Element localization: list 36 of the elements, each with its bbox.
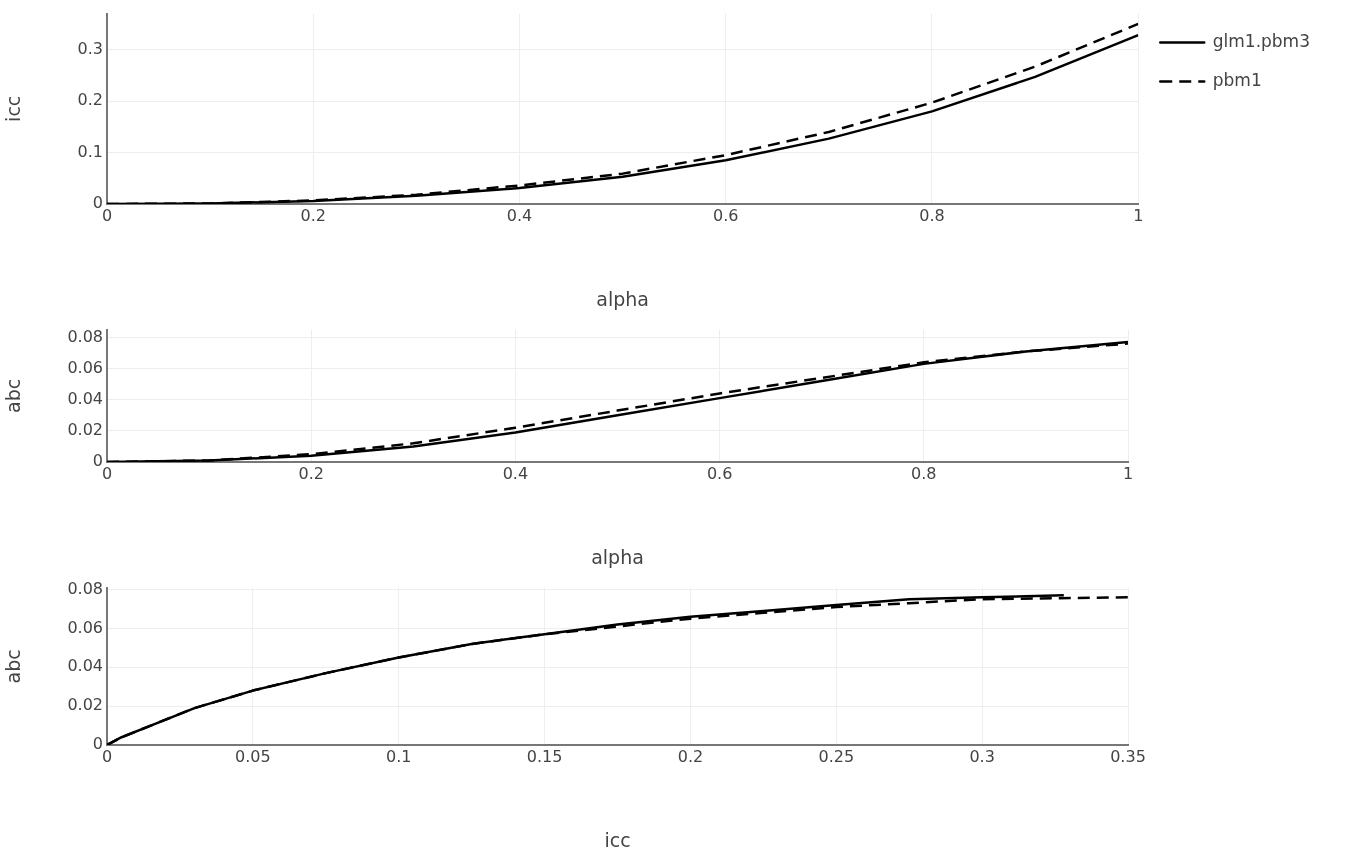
y-tick-label: 0.02 [67, 695, 103, 715]
y-axis-title: abc [2, 649, 25, 684]
y-tick-label: 0.04 [67, 656, 103, 676]
x-tick-label: 0.4 [502, 463, 529, 483]
x-tick-label: 1 [1133, 205, 1144, 225]
y-tick-label: 0.02 [67, 420, 103, 439]
x-tick-label: 0.2 [300, 205, 326, 225]
x-tick-label: 0.4 [506, 205, 533, 225]
legend-label: glm1.pbm3 [1212, 30, 1311, 51]
legend-label: pbm1 [1212, 69, 1262, 90]
x-tick-label: 0.3 [969, 746, 995, 766]
y-tick-label: 0.06 [67, 357, 103, 377]
y-tick-label: 0.08 [67, 326, 103, 346]
x-tick-label: 0.25 [818, 746, 855, 766]
y-tick-label: 0.1 [77, 141, 103, 161]
y-tick-label: 0.2 [77, 90, 103, 110]
x-tick-label: 0.6 [706, 463, 733, 483]
x-tick-label: 0.8 [919, 205, 945, 225]
x-tick-label: 0.2 [298, 463, 324, 483]
x-tick-label: 0.05 [235, 746, 271, 766]
y-tick-label: 0.04 [67, 388, 103, 408]
x-tick-label: 0.15 [526, 746, 563, 766]
y-tick-label: 0.3 [77, 38, 103, 58]
y-axis-title: icc [2, 95, 25, 122]
x-axis-title: icc [604, 828, 631, 851]
y-axis-title: abc [2, 378, 25, 413]
x-tick-label: 0.6 [713, 205, 739, 225]
y-tick-label: 0.08 [67, 578, 103, 598]
y-tick-label: 0.06 [67, 617, 103, 637]
x-tick-label: 1 [1122, 463, 1134, 483]
x-tick-label: 0.8 [911, 463, 937, 483]
x-tick-label: 0.35 [1110, 746, 1146, 766]
x-axis-title: alpha [596, 287, 649, 310]
x-tick-label: 0.1 [385, 746, 412, 766]
x-tick-label: 0.2 [677, 746, 704, 766]
x-axis-title: alpha [591, 545, 644, 568]
